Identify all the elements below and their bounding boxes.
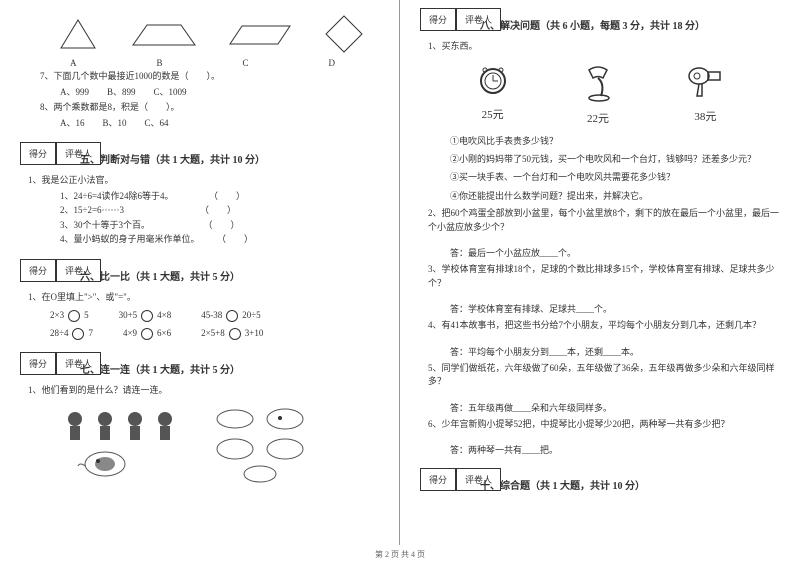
price-2: 22元 [579,110,617,126]
objects-illustration [210,404,330,484]
sec8-title: 八、解决问题（共 6 小题，每题 3 分，共计 18 分） [480,17,780,32]
label-c: C [243,58,249,68]
score-label: 得分 [420,8,456,31]
score-label: 得分 [20,352,56,375]
cr2c: 2×5+8 3+10 [201,328,263,340]
sec8-q3: 3、学校体育室有排球18个，足球的个数比排球多15个，学校体育室有排球、足球共多… [428,263,780,290]
circle-blank [68,310,80,322]
sec5-i4: 4、量小蚂蚁的身子用毫米作单位。 （ ） [60,233,379,247]
sec8-a5: 答：五年级再做____朵和六年级同样多。 [450,401,780,414]
sec5-i3: 3、30个十等于3个百。 （ ） [60,219,379,233]
sec8-q2: 2、把60个鸡蛋全部放到小盆里，每个小盆里放8个，剩下的放在最后一个小盆里，最后… [428,207,780,234]
price-1: 25元 [474,106,512,122]
t: 2×5+8 [201,328,225,338]
t: 4×8 [157,310,171,320]
t: 7 [88,328,93,338]
sub-q3: ③买一块手表、一个台灯和一个电吹风共需要花多少钱？ [450,170,780,184]
sec8-a6: 答：两种琴一共有____把。 [450,443,780,456]
sub-q1: ①电吹风比手表贵多少钱？ [450,134,780,148]
t: 5 [84,310,89,320]
children-illustration [50,404,190,484]
sec5-intro: 1、我是公正小法官。 [28,174,379,188]
sec8-a2: 答：最后一个小盆应放____个。 [450,246,780,259]
watch-icon [474,62,512,100]
trapezoid-shape [129,19,199,49]
circle-blank [141,310,153,322]
sec8-q6: 6、少年宫新购小提琴52把，中提琴比小提琴少20把，两种琴一共有多少把？ [428,418,780,432]
t: 4×9 [123,328,137,338]
t: 45-38 [201,310,222,320]
sec8-a3: 答：学校体育室有排球、足球共____个。 [450,302,780,315]
sec8-a4: 答：平均每个小朋友分到____本，还剩____本。 [450,345,780,358]
sec8-q1: 1、买东西。 [428,40,780,54]
paren: （ ） [200,205,236,215]
t: 30+5 [119,310,138,320]
paren: （ ） [208,220,240,230]
hairdryer-icon [684,62,726,102]
cr1c: 45-38 20÷5 [201,310,260,322]
price-3: 38元 [684,108,726,124]
sub-q2: ②小刚的妈妈带了50元钱，买一个电吹风和一个台灯，钱够吗？还差多少元？ [450,152,780,166]
t: 28÷4 [50,328,68,338]
paren: （ ） [222,234,254,244]
t: 2×3 [50,310,64,320]
label-b: B [157,58,163,68]
sec5-title: 五、判断对与错（共 1 大题，共计 10 分） [80,151,379,166]
sec5-i1: 1、24÷6=4读作24除6等于4。 （ ） [60,190,379,204]
compare-row1: 2×3 5 30+5 4×8 45-38 20÷5 [50,310,379,322]
label-d: D [329,58,336,68]
sec7-intro: 1、他们看到的是什么？请连一连。 [28,384,379,398]
circle-blank [226,310,238,322]
sec5-i2-text: 2、15÷2=6······3 [60,205,124,215]
sec10-title: 十、综合题（共 1 大题，共计 10 分） [480,477,780,492]
triangle-shape [53,16,103,52]
left-column: A B C D 7、下面几个数中最接近1000的数是（ ）。 A、999 B、8… [0,0,400,545]
cr1b: 30+5 4×8 [119,310,172,322]
circle-blank [141,328,153,340]
q8-opts: A、16 B、10 C、64 [60,117,379,131]
sub-q4: ④你还能提出什么数学问题？提出来，并解决它。 [450,189,780,203]
lamp-product: 22元 [579,62,617,126]
t: 20÷5 [242,310,260,320]
t: 3+10 [245,328,264,338]
compare-row2: 28÷4 7 4×9 6×6 2×5+8 3+10 [50,328,379,340]
label-a: A [70,58,77,68]
sec8-q4: 4、有41本故事书，把这些书分给7个小朋友，平均每个小朋友分到几本，还剩几本？ [428,319,780,333]
score-label: 得分 [420,468,456,491]
hairdryer-product: 38元 [684,62,726,126]
sec5-i1-text: 1、24÷6=4读作24除6等于4。 [60,191,174,201]
paren: （ ） [214,191,246,201]
right-column: 得分 评卷人 八、解决问题（共 6 小题，每题 3 分，共计 18 分） 1、买… [400,0,800,545]
shape-labels: A B C D [40,58,379,68]
q8-text: 8、两个乘数都是8，积是（ ）。 [40,101,379,115]
circle-blank [72,328,84,340]
t: 6×6 [157,328,171,338]
page-footer: 第 2 页 共 4 页 [0,545,800,560]
sec8-q5: 5、同学们做纸花，六年级做了60朵，五年级做了36朵，五年级再做多少朵和六年级同… [428,362,780,389]
sec5-i2: 2、15÷2=6······3 （ ） [60,204,379,218]
lamp-icon [579,62,617,104]
q7-text: 7、下面几个数中最接近1000的数是（ ）。 [40,70,379,84]
sec7-title: 七、连一连（共 1 大题，共计 5 分） [80,361,379,376]
cr2a: 28÷4 7 [50,328,93,340]
shapes-row [40,12,379,56]
sec5-i4-text: 4、量小蚂蚁的身子用毫米作单位。 [60,234,200,244]
matching-images [50,404,379,484]
diamond-shape [322,12,366,56]
q7-opts: A、999 B、899 C、1009 [60,86,379,100]
sec6-title: 六、比一比（共 1 大题，共计 5 分） [80,268,379,283]
circle-blank [229,328,241,340]
product-row: 25元 22元 38元 [440,62,760,126]
parallelogram-shape [226,20,296,48]
cr2b: 4×9 6×6 [123,328,171,340]
sec6-intro: 1、在O里填上">"、或"="。 [28,291,379,305]
sec5-i3-text: 3、30个十等于3个百。 [60,220,150,230]
score-label: 得分 [20,259,56,282]
score-label: 得分 [20,142,56,165]
cr1a: 2×3 5 [50,310,89,322]
watch-product: 25元 [474,62,512,126]
